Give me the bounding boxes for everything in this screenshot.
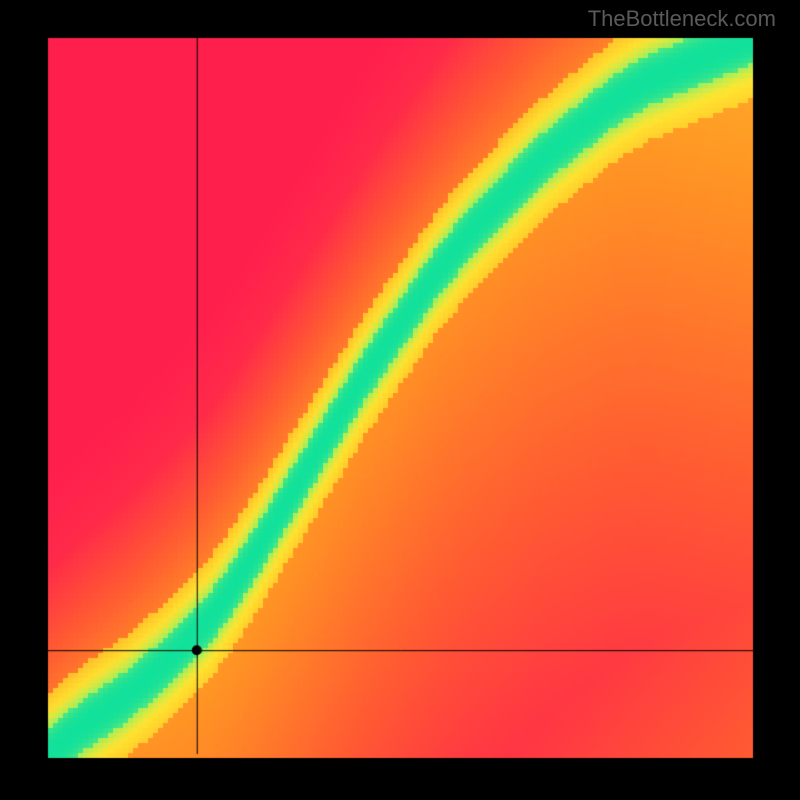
chart-container: TheBottleneck.com [0, 0, 800, 800]
heatmap-canvas [0, 0, 800, 800]
watermark-text: TheBottleneck.com [588, 6, 776, 32]
